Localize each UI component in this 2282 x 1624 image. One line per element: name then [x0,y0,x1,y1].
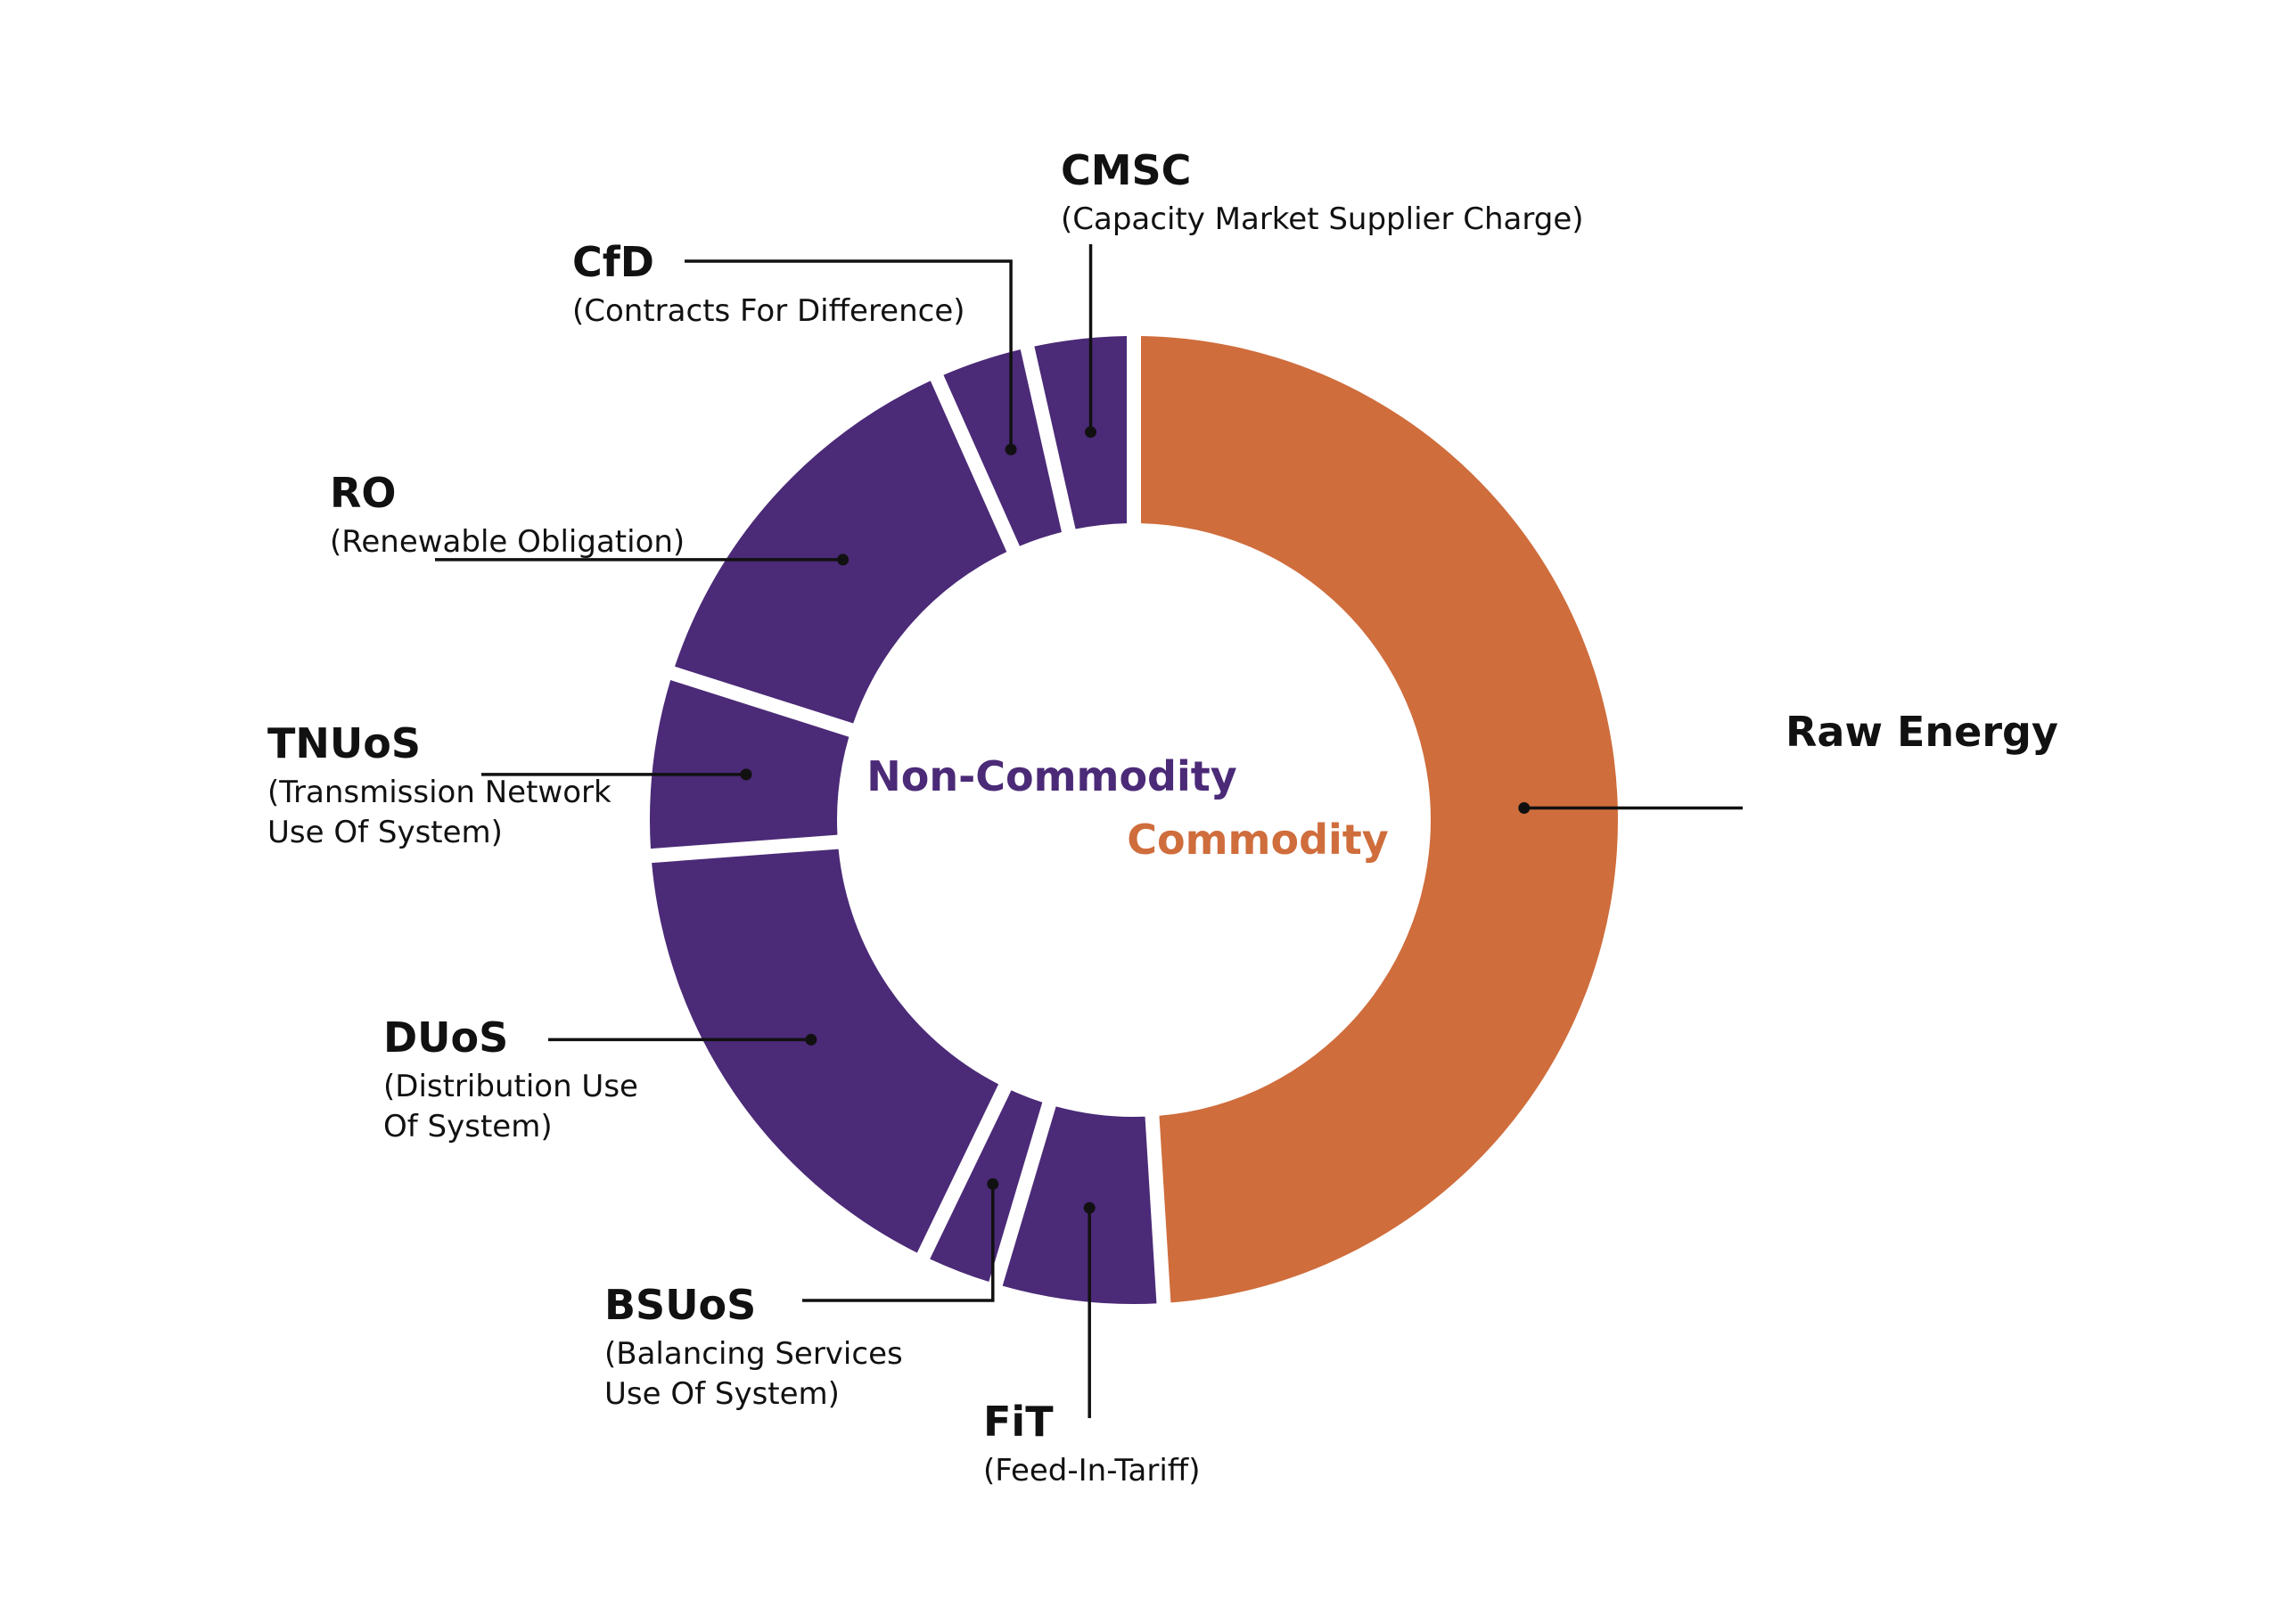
leader-lines [435,244,1743,1418]
center-label-non-commodity: Non-Commodity [866,752,1236,800]
label-raw-energy: Raw Energy [1785,708,2058,756]
segment-labels: Raw Energy FiT (Feed-In-Tariff) BSUoS (Balan… [267,146,2058,1489]
sublabel-cmsc-1: (Capacity Market Supplier Charge) [1061,201,1584,237]
label-cmsc: CMSC [1061,146,1191,194]
segment-raw-energy [1140,336,1618,1303]
sublabel-duos-2: Of System) [383,1109,553,1144]
sublabel-duos-1: (Distribution Use [383,1069,638,1104]
segment-tnuos [650,680,850,849]
leader-line-cfd [685,259,1013,450]
label-cfd: CfD [572,238,654,286]
sublabel-fit-1: (Feed-In-Tariff) [983,1453,1200,1489]
label-duos: DUoS [383,1013,508,1062]
sublabel-cfd-1: (Contracts For Difference) [572,293,965,329]
sublabel-tnuos-2: Use Of System) [267,815,503,850]
segment-duos [652,849,999,1253]
segment-bsuos [930,1090,1043,1283]
segment-ro [675,381,1007,724]
label-ro: RO [330,469,397,517]
leader-line-bsuos [802,1184,995,1302]
center-label-commodity: Commodity [1127,816,1389,864]
label-bsuos: BSUoS [604,1281,756,1329]
sublabel-ro-1: (Renewable Obligation) [330,524,685,560]
sublabel-tnuos-1: (Transmission Network [267,775,612,810]
sublabel-bsuos-2: Use Of System) [604,1376,840,1412]
segment-cfd [943,349,1062,546]
label-tnuos: TNUoS [267,719,421,767]
donut-segments [650,336,1618,1304]
sublabel-bsuos-1: (Balancing Services [604,1336,903,1372]
segment-cmsc [1034,336,1128,529]
segment-fit [1002,1106,1157,1304]
label-fit: FiT [983,1398,1054,1446]
